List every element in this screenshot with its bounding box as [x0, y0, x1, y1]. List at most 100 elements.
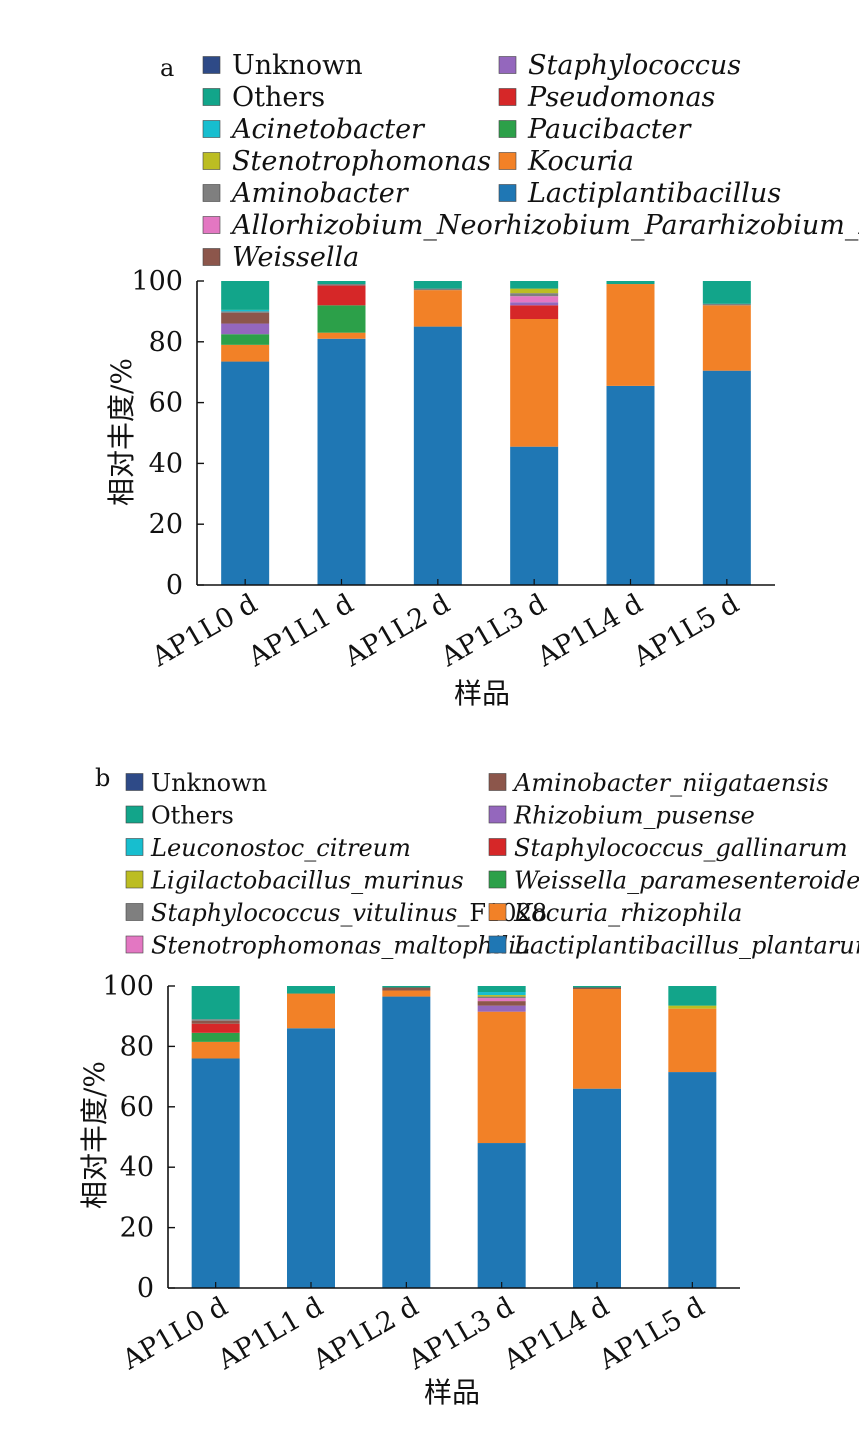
bar-segment-ap1l0-d-lactiplantibacillus-plantarum: [191, 1058, 240, 1288]
legend-item-unknown: Unknown: [202, 50, 363, 81]
legend-item-unknown: Unknown: [125, 769, 267, 797]
legend-item-pseudomonas: Pseudomonas: [498, 82, 715, 113]
legend-swatch-unknown: [202, 56, 221, 74]
panel-a-x-axis-title: 样品: [454, 677, 510, 710]
legend-swatch-aminobacter-niigataensis: [488, 773, 507, 791]
legend-label-others: Others: [232, 82, 325, 113]
bar-segment-ap1l4-d-others: [606, 281, 655, 285]
bar-segment-ap1l0-d-others: [221, 281, 270, 310]
legend-label-staphylococcus-gallinarum: Staphylococcus_gallinarum: [514, 834, 848, 862]
bar-segment-ap1l5-d-kocuria: [702, 305, 751, 371]
bar-ap1l4-d: [606, 281, 655, 585]
legend-label-aminobacter-niigataensis: Aminobacter_niigataensis: [512, 769, 829, 797]
y-tick-label-20: 20: [120, 1213, 154, 1244]
bar-segment-ap1l1-d-kocuria-rhizophila: [287, 993, 335, 1029]
legend-label-kocuria-rhizophila: Kocuria_rhizophila: [513, 899, 742, 927]
bar-segment-ap1l1-d-aminobacter: [317, 284, 366, 286]
legend-item-weissella-paramesenteroides: Weissella_paramesenteroides: [488, 867, 859, 895]
legend-item-others: Others: [202, 82, 325, 113]
legend-swatch-allorhizobium-neorhizobium-pararhizobium-rhizobium: [202, 216, 221, 234]
legend-label-weissella-paramesenteroides: Weissella_paramesenteroides: [514, 867, 859, 895]
bar-segment-ap1l3-d-aminobacter-niigataensis: [477, 1001, 526, 1006]
bar-ap1l2-d: [413, 281, 462, 585]
legend-item-rhizobium-pusense: Rhizobium_pusense: [488, 802, 755, 830]
bar-segment-ap1l2-d-lactiplantibacillus-plantarum: [382, 996, 431, 1288]
bar-segment-ap1l3-d-lactiplantibacillus-plantarum: [477, 1143, 526, 1288]
bar-segment-ap1l5-d-others: [668, 986, 717, 1006]
legend-swatch-pseudomonas: [498, 88, 517, 106]
y-tick-label-0: 0: [166, 570, 183, 601]
legend-label-staphylococcus-vitulinus-f1028: Staphylococcus_vitulinus_F1028: [151, 899, 547, 927]
legend-swatch-acinetobacter: [202, 120, 221, 138]
legend-swatch-lactiplantibacillus: [498, 184, 517, 202]
bar-segment-ap1l4-d-others: [573, 986, 621, 988]
bar-segment-ap1l0-d-others: [191, 986, 240, 1020]
x-tick-label-ap1l2-d: AP1L2 d: [339, 588, 456, 673]
legend-swatch-staphylococcus: [498, 56, 517, 74]
bar-segment-ap1l3-d-ligilactobacillus-murinus: [477, 995, 526, 997]
bar-segment-ap1l0-d-kocuria: [221, 344, 270, 362]
bar-ap1l3-d: [510, 281, 559, 585]
y-tick-label-100: 100: [131, 266, 183, 297]
legend-swatch-aminobacter: [202, 184, 221, 202]
legend-item-others: Others: [125, 802, 234, 830]
bar-segment-ap1l3-d-stenotrophomonas: [510, 288, 559, 294]
legend-swatch-weissella-paramesenteroides: [488, 870, 507, 889]
bar-ap1l5-d: [702, 281, 751, 585]
legend-item-lactiplantibacillus: Lactiplantibacillus: [498, 178, 781, 209]
legend-swatch-lactiplantibacillus-plantarum: [488, 935, 507, 954]
legend-label-unknown: Unknown: [232, 50, 363, 81]
legend-label-ligilactobacillus-murinus: Ligilactobacillus_murinus: [150, 867, 464, 895]
bar-ap1l5-d: [668, 986, 717, 1288]
legend-item-stenotrophomonas-maltophilia: Stenotrophomonas_maltophilia: [125, 932, 530, 960]
bar-segment-ap1l5-d-lactiplantibacillus-plantarum: [668, 1072, 717, 1288]
bar-ap1l4-d: [573, 986, 621, 1288]
legend-label-acinetobacter: Acinetobacter: [229, 114, 426, 145]
bar-segment-ap1l1-d-lactiplantibacillus: [317, 338, 366, 585]
legend-label-lactiplantibacillus: Lactiplantibacillus: [527, 178, 781, 209]
bar-segment-ap1l2-d-lactiplantibacillus: [413, 326, 462, 585]
bar-segment-ap1l0-d-weissella: [221, 312, 270, 324]
x-tick-label-ap1l3-d: AP1L3 d: [435, 588, 552, 673]
bar-segment-ap1l1-d-lactiplantibacillus-plantarum: [287, 1028, 335, 1288]
legend-swatch-kocuria-rhizophila: [488, 903, 507, 921]
x-tick-label-ap1l3-d: AP1L3 d: [402, 1291, 519, 1376]
panel-b-x-axis-title: 样品: [424, 1376, 480, 1409]
y-tick-label-0: 0: [137, 1273, 154, 1304]
bar-segment-ap1l3-d-aminobacter: [510, 293, 559, 297]
legend-label-paucibacter: Paucibacter: [527, 114, 693, 145]
bar-segment-ap1l1-d-paucibacter: [317, 305, 366, 333]
y-tick-label-60: 60: [120, 1092, 154, 1123]
y-tick-label-40: 40: [120, 1152, 154, 1183]
y-tick-label-80: 80: [120, 1031, 154, 1062]
legend-label-stenotrophomonas: Stenotrophomonas: [232, 146, 491, 177]
y-tick-label-80: 80: [149, 327, 183, 358]
bar-segment-ap1l3-d-stenotrophomonas-maltophilia: [477, 998, 526, 1002]
bar-segment-ap1l3-d-others: [477, 986, 526, 993]
bar-segment-ap1l0-d-kocuria-rhizophila: [191, 1041, 240, 1059]
legend-label-pseudomonas: Pseudomonas: [527, 82, 715, 113]
y-tick-label-100: 100: [102, 971, 154, 1002]
bar-segment-ap1l0-d-paucibacter: [221, 334, 270, 345]
bar-segment-ap1l0-d-weissella-paramesenteroides: [191, 1032, 240, 1042]
legend-item-leuconostoc-citreum: Leuconostoc_citreum: [125, 834, 411, 862]
bar-segment-ap1l0-d-aminobacter-niigataensis: [191, 1020, 240, 1024]
legend-swatch-unknown: [125, 773, 144, 791]
legend-label-lactiplantibacillus-plantarum: Lactiplantibacillus_plantarum: [513, 932, 859, 960]
x-tick-label-ap1l1-d: AP1L1 d: [242, 588, 359, 673]
legend-label-allorhizobium-neorhizobium-pararhizobium-rhizobium: Allorhizobium_Neorhizobium_Pararhizobium…: [229, 210, 859, 241]
legend-swatch-others: [202, 88, 221, 106]
bar-segment-ap1l4-d-kocuria-rhizophila: [573, 989, 621, 1089]
bar-segment-ap1l0-d-staphylococcus-vitulinus-f1028: [191, 1019, 240, 1021]
bar-segment-ap1l3-d-staphylococcus-vitulinus-f1028: [477, 996, 526, 999]
bar-segment-ap1l2-d-kocuria: [413, 290, 462, 327]
bar-segment-ap1l3-d-kocuria-rhizophila: [477, 1011, 526, 1144]
legend-swatch-ligilactobacillus-murinus: [125, 870, 144, 889]
bar-segment-ap1l5-d-others: [702, 281, 751, 304]
legend-item-aminobacter-niigataensis: Aminobacter_niigataensis: [488, 769, 829, 797]
legend-swatch-paucibacter: [498, 120, 517, 138]
legend-swatch-staphylococcus-gallinarum: [488, 838, 507, 856]
x-tick-label-ap1l0-d: AP1L0 d: [116, 1291, 233, 1376]
bar-segment-ap1l0-d-aminobacter: [221, 311, 270, 313]
